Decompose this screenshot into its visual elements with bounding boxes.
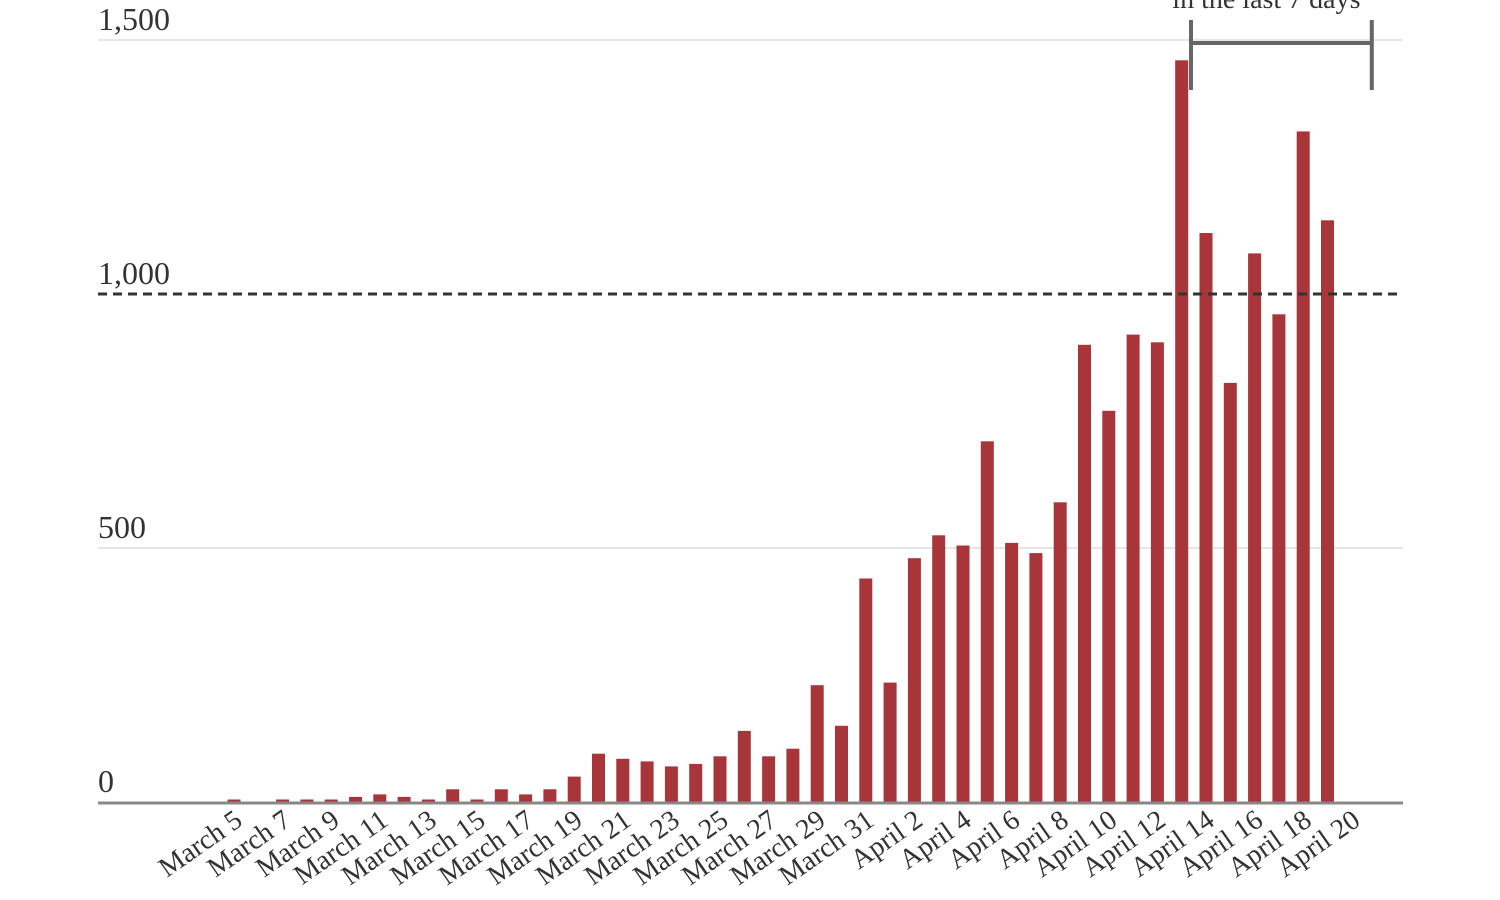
bar-april-4: [956, 545, 970, 802]
bar-march-7: [276, 799, 290, 802]
bar-march-22: [640, 761, 654, 802]
bar-march-5: [227, 799, 241, 802]
bar-april-7: [1029, 553, 1043, 802]
bar-march-8: [300, 799, 314, 802]
bar-april-14: [1199, 233, 1213, 802]
bar-april-17: [1272, 314, 1286, 802]
y-tick-label-1000: 1,000: [98, 255, 170, 291]
bar-april-8: [1053, 502, 1067, 802]
bar-march-23: [664, 766, 678, 802]
bar-april-10: [1102, 410, 1116, 802]
bar-march-19: [567, 776, 581, 802]
bar-april-13: [1175, 60, 1189, 803]
bar-march-30: [835, 725, 848, 802]
bar-march-15: [470, 799, 484, 802]
last-7-days-annotation: in the last 7 days: [1172, 0, 1360, 15]
bar-march-9: [324, 799, 338, 802]
bar-march-27: [762, 756, 776, 802]
y-tick-layer: 0 500 1,000 1,500: [98, 1, 170, 799]
bar-layer: [227, 60, 1334, 803]
y-tick-label-1500: 1,500: [98, 1, 170, 37]
bar-april-3: [932, 535, 946, 802]
bar-march-25: [713, 756, 727, 802]
bar-april-16: [1248, 253, 1262, 802]
bar-april-11: [1126, 334, 1140, 802]
bar-april-1: [883, 682, 897, 802]
bar-march-11: [373, 794, 387, 802]
bar-march-21: [616, 758, 630, 802]
bar-april-9: [1078, 344, 1091, 802]
bar-march-12: [397, 796, 411, 802]
bar-march-24: [689, 763, 703, 802]
bar-march-13: [421, 799, 435, 802]
bar-april-5: [980, 441, 994, 802]
bar-march-28: [786, 748, 800, 802]
y-tick-label-0: 0: [98, 763, 114, 799]
bar-april-6: [1005, 542, 1019, 802]
bar-march-18: [543, 789, 557, 802]
bar-april-19: [1321, 220, 1334, 803]
bar-march-14: [446, 789, 460, 802]
bar-march-26: [737, 730, 751, 802]
bar-april-12: [1150, 342, 1164, 802]
bar-april-15: [1223, 382, 1237, 802]
bar-march-31: [859, 578, 873, 802]
bar-april-18: [1296, 131, 1310, 802]
bar-march-20: [592, 753, 605, 802]
bar-april-2: [907, 558, 921, 802]
bar-march-17: [519, 794, 533, 802]
bar-march-16: [494, 789, 508, 802]
bar-march-10: [349, 796, 362, 802]
y-tick-label-500: 500: [98, 509, 146, 545]
annotation-layer: in the last 7 days: [1172, 0, 1374, 90]
bar-march-29: [810, 685, 824, 802]
axis-layer: [98, 292, 1403, 805]
